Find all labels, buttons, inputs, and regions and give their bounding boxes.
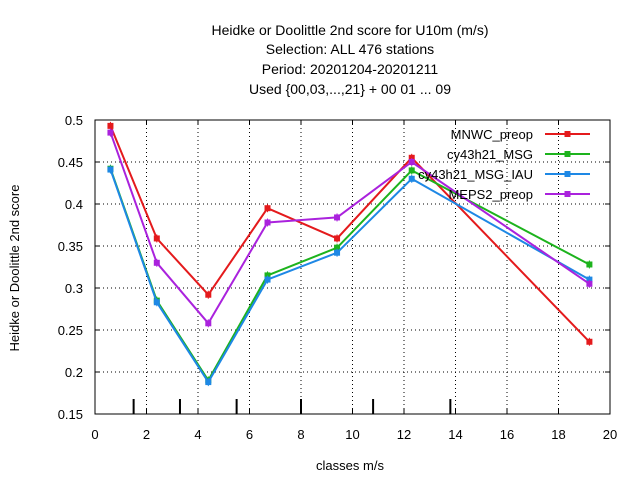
data-point [408,167,415,174]
series-cy43h21_MSG_IAU [107,165,593,387]
series-layer [107,121,593,387]
data-point [153,235,160,242]
x-tick-label: 4 [194,427,201,442]
data-point [586,338,593,345]
data-point [153,259,160,266]
data-point [408,154,415,161]
data-point [205,379,212,386]
data-point [264,219,271,226]
x-tick-label: 20 [603,427,617,442]
title-line-3: Period: 20201204-20201211 [262,61,439,77]
legend-marker [564,151,571,157]
y-tick-label: 0.3 [65,281,83,296]
x-tick-label: 0 [91,427,98,442]
data-point [107,122,114,129]
data-point [264,205,271,212]
legend-label: cy43h21_MSG [447,147,533,162]
data-point [334,244,341,251]
y-tick-label: 0.35 [58,239,83,254]
x-tick-label: 16 [500,427,514,442]
data-point [586,276,593,283]
x-tick-label: 14 [448,427,462,442]
title-line-1: Heidke or Doolittle 2nd score for U10m (… [212,22,489,38]
x-tick-label: 2 [143,427,150,442]
x-axis-label: classes m/s [316,458,384,473]
data-point [264,272,271,279]
data-point [107,129,114,136]
class-boundary-marks [132,399,452,414]
y-tick-label: 0.25 [58,323,83,338]
legend-label: MEPS2_preop [448,187,533,202]
x-tick-label: 8 [297,427,304,442]
legend-marker [564,171,571,177]
y-tick-label: 0.5 [65,113,83,128]
series-MNWC_preop [107,121,593,346]
legend: MNWC_preop cy43h21_MSG cy43h21_MSG_IAU MEPS… [418,127,590,202]
grid-lines [95,120,610,414]
data-point [334,249,341,256]
data-point [586,280,593,287]
y-tick-label: 0.45 [58,155,83,170]
y-tick-label: 0.2 [65,365,83,380]
data-point [408,175,415,182]
x-tick-label: 12 [397,427,411,442]
title-line-2: Selection: ALL 476 stations [266,41,434,57]
x-tick-label: 6 [246,427,253,442]
data-point [205,320,212,327]
data-point [334,214,341,221]
legend-label: MNWC_preop [451,127,533,142]
x-tick-label: 10 [345,427,359,442]
y-tick-label: 0.15 [58,407,83,422]
data-point [264,276,271,283]
data-point [107,166,114,173]
data-point [153,299,160,306]
legend-marker [564,191,571,197]
chart-title: Heidke or Doolittle 2nd score for U10m (… [212,22,489,97]
data-point [334,235,341,242]
legend-label: cy43h21_MSG_IAU [418,167,533,182]
data-point [586,261,593,268]
title-line-4: Used {00,03,...,21} + 00 01 ... 09 [249,81,451,97]
axis-ticks: 0 2 4 6 8 10 12 14 16 18 20 0.15 0.2 0.25 0.3 0.35 0.4 0.… [58,113,618,442]
x-tick-label: 18 [551,427,565,442]
data-point [205,291,212,298]
legend-marker [564,131,571,137]
y-axis-label: Heidke or Doolittle 2nd score [7,185,22,352]
series-MEPS2_preop [107,128,593,328]
y-tick-label: 0.4 [65,197,83,212]
data-point [408,159,415,165]
